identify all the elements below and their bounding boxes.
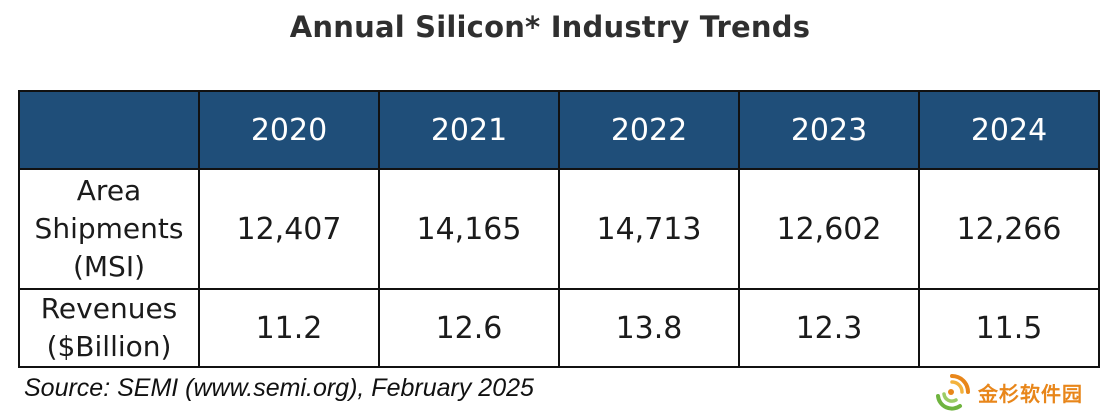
- table-cell: 11.2: [198, 288, 380, 368]
- row-label-line: Area: [76, 174, 142, 207]
- swirl-logo-icon: [936, 374, 970, 411]
- header-year-cell: 2020: [198, 90, 380, 170]
- watermark-logo: 金杉软件园: [932, 370, 1083, 414]
- row-label-line: ($Billion): [46, 330, 172, 363]
- table-cell: 12.3: [738, 288, 920, 368]
- table-cell: 13.8: [558, 288, 740, 368]
- header-year-cell: 2023: [738, 90, 920, 170]
- table-cell: 12,266: [918, 168, 1100, 290]
- table-header-row: 2020 2021 2022 2023 2024: [18, 90, 1100, 170]
- row-label-revenues: Revenues ($Billion): [18, 288, 200, 368]
- table-row: Revenues ($Billion) 11.2 12.6 13.8 12.3 …: [18, 288, 1100, 368]
- row-label-line: Shipments: [34, 212, 184, 245]
- table-cell: 14,165: [378, 168, 560, 290]
- industry-trends-table: 2020 2021 2022 2023 2024 Area Shipments …: [18, 90, 1100, 368]
- table-cell: 14,713: [558, 168, 740, 290]
- row-label-line: Revenues: [40, 292, 178, 325]
- table-cell: 12,407: [198, 168, 380, 290]
- header-year-cell: 2024: [918, 90, 1100, 170]
- header-corner-cell: [18, 90, 200, 170]
- header-year-cell: 2021: [378, 90, 560, 170]
- row-label-line: (MSI): [72, 250, 146, 283]
- source-note: Source: SEMI (www.semi.org), February 20…: [24, 374, 534, 402]
- row-label-area-shipments: Area Shipments (MSI): [18, 168, 200, 290]
- table-cell: 12.6: [378, 288, 560, 368]
- watermark-text: 金杉软件园: [978, 381, 1083, 406]
- table-row: Area Shipments (MSI) 12,407 14,165 14,71…: [18, 168, 1100, 290]
- header-year-cell: 2022: [558, 90, 740, 170]
- table-cell: 12,602: [738, 168, 920, 290]
- page-title: Annual Silicon* Industry Trends: [289, 10, 811, 44]
- table-cell: 11.5: [918, 288, 1100, 368]
